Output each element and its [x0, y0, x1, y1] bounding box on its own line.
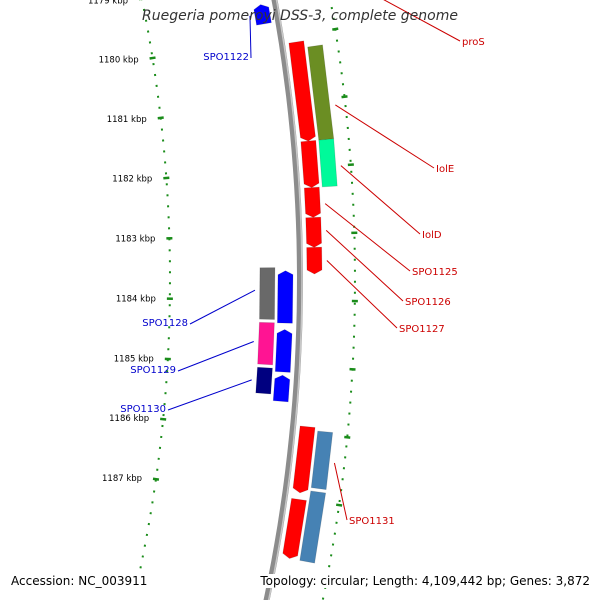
feature-forward-4 — [299, 490, 327, 564]
label-leader — [249, 15, 252, 59]
tick-mark — [344, 435, 351, 439]
gene-forward-5 — [306, 246, 323, 275]
label-leader — [326, 260, 398, 329]
label-leader — [383, 0, 461, 42]
tick-label: 1179 kbp — [88, 0, 128, 7]
tick-mark — [341, 95, 348, 99]
label-leader — [167, 379, 252, 411]
tick-label: 1187 kbp — [102, 474, 142, 484]
gene-label-reverse: SPO1130 — [120, 404, 166, 415]
gene-label-forward: SPO1126 — [405, 297, 451, 308]
gene-forward-3 — [303, 186, 321, 218]
tick-mark — [149, 56, 156, 60]
gene-reverse-8 — [253, 4, 272, 26]
label-leader — [325, 230, 404, 302]
gene-label-forward: SPO1127 — [399, 324, 445, 335]
gene-label-reverse: SPO1122 — [203, 52, 249, 63]
label-leader — [189, 289, 256, 325]
gene-forward-2 — [300, 139, 320, 188]
label-leader — [324, 203, 411, 272]
backbone-outer — [263, 0, 304, 600]
tick-mark — [332, 27, 339, 31]
tick-mark — [157, 116, 164, 120]
tick-mark — [160, 417, 167, 421]
accession-text: Accession: NC_003911 — [9, 574, 150, 588]
tick-label: 1182 kbp — [112, 175, 152, 185]
feature-reverse-7 — [255, 366, 273, 395]
label-leader — [333, 462, 348, 521]
map-title: Ruegeria pomeroyi DSS-3, complete genome — [142, 8, 458, 24]
gene-forward-4 — [305, 216, 322, 248]
tick-ring-inner — [135, 0, 172, 587]
feature-forward-2 — [318, 138, 338, 188]
tick-mark — [152, 477, 160, 481]
tick-label: 1183 kbp — [115, 235, 155, 245]
tick-label: 1180 kbp — [99, 56, 139, 66]
map-layer: 1179 kbp 1180 kbp 1181 kbp 1182 kbp 1183 kbp… — [88, 0, 485, 600]
tick-label: 1186 kbp — [109, 414, 149, 424]
tick-label: 1184 kbp — [116, 295, 156, 305]
tick-label: 1181 kbp — [107, 115, 147, 125]
label-leader — [340, 165, 421, 235]
feature-reverse-5 — [259, 267, 276, 320]
feature-reverse-6 — [257, 321, 275, 366]
gene-label-forward: SPO1125 — [412, 267, 458, 278]
label-leader — [177, 341, 254, 372]
gene-forward-7 — [282, 497, 307, 559]
gene-reverse-9 — [276, 270, 294, 324]
gene-forward-1 — [288, 40, 316, 142]
gene-label-forward: SPO1131 — [349, 516, 395, 527]
gene-forward-6 — [292, 425, 316, 494]
feature-forward-3 — [310, 430, 334, 491]
gene-reverse-11 — [272, 374, 291, 403]
tick-mark — [335, 503, 343, 507]
gene-label-forward: proS — [462, 37, 485, 48]
label-leader — [335, 104, 435, 169]
gene-label-forward: IolD — [422, 230, 442, 241]
gene-label-reverse: SPO1128 — [142, 318, 188, 329]
genome-summary-text: Topology: circular; Length: 4,109,442 bp… — [258, 574, 592, 588]
gene-label-reverse: SPO1129 — [130, 365, 176, 376]
gene-label-forward: IolE — [436, 164, 454, 175]
tick-label: 1185 kbp — [114, 354, 154, 364]
gene-reverse-10 — [274, 329, 293, 373]
backbone-highlight — [267, 0, 303, 600]
